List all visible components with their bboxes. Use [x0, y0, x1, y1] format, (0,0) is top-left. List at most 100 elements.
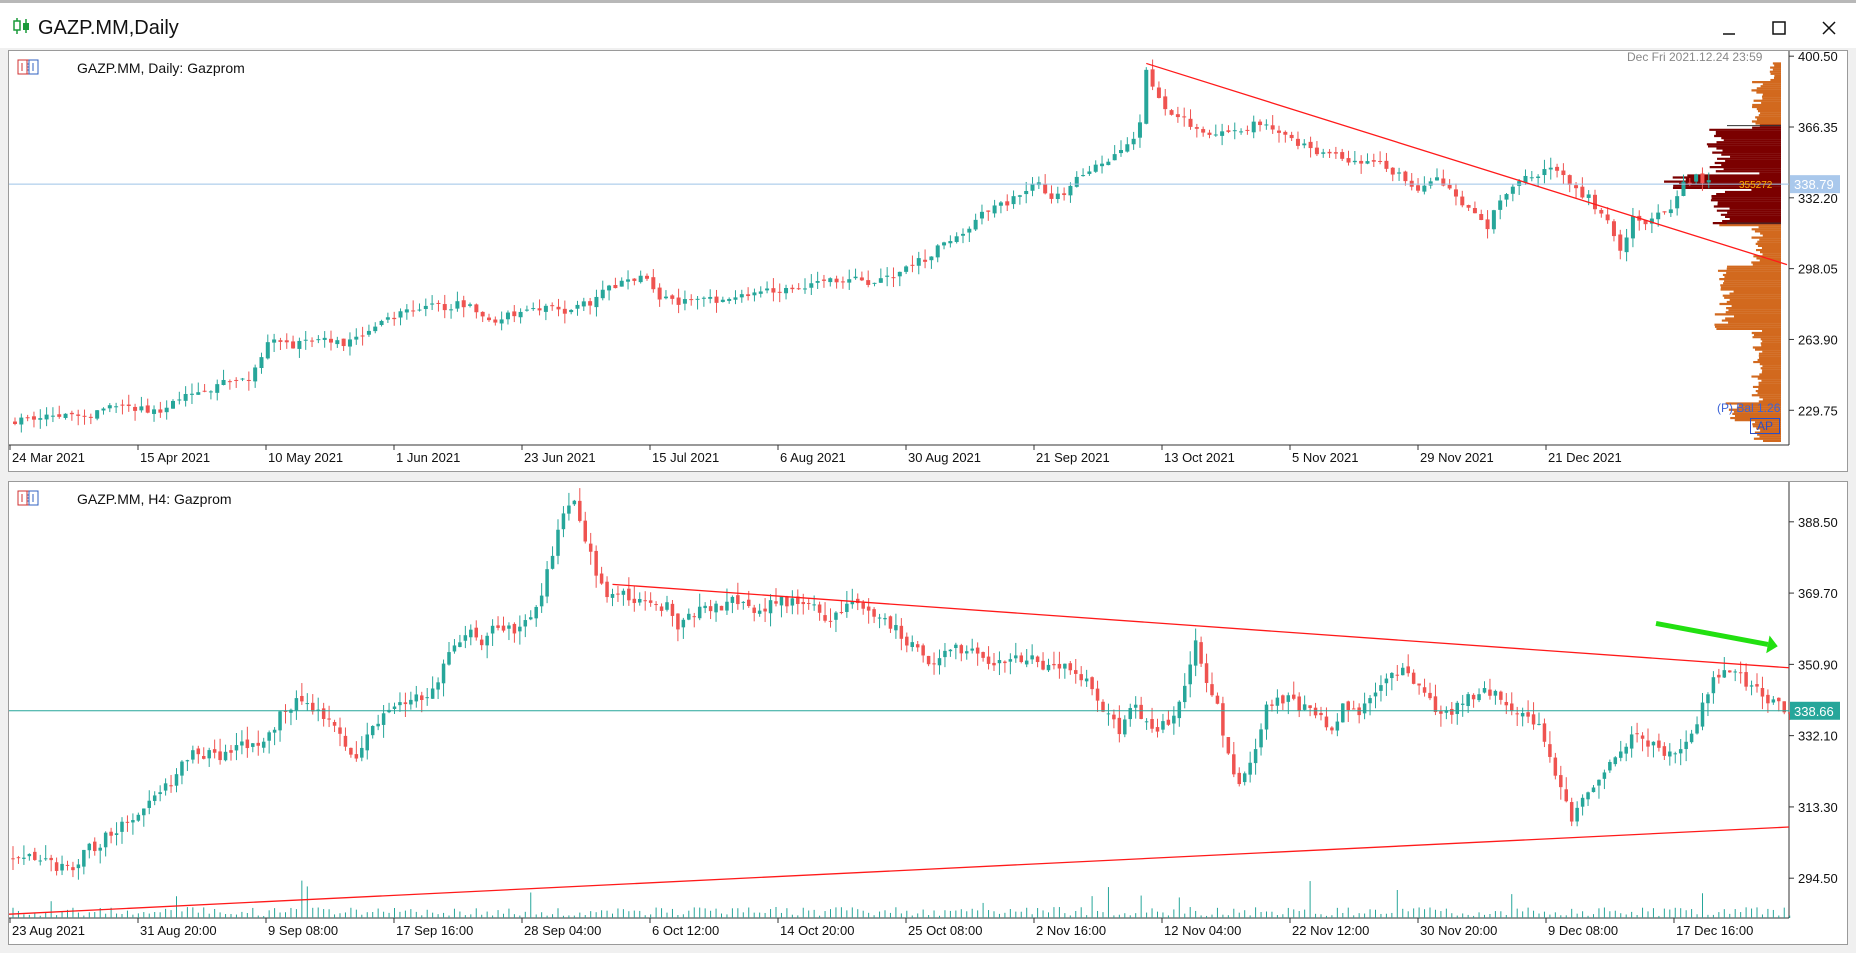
panel-separator[interactable]: [0, 472, 1856, 481]
candle: [518, 308, 523, 324]
candle: [599, 566, 604, 585]
candle: [1711, 671, 1716, 704]
candle: [1131, 131, 1136, 150]
candle: [730, 595, 735, 614]
candle: [1270, 699, 1274, 712]
candle: [888, 615, 893, 633]
candle: [1221, 696, 1225, 748]
candle: [556, 298, 561, 317]
maximize-button[interactable]: [1756, 11, 1802, 45]
candle: [485, 632, 489, 659]
candle: [1371, 153, 1376, 167]
candle: [11, 846, 15, 871]
candle: [1422, 678, 1427, 697]
candle: [88, 413, 93, 425]
candle: [458, 634, 462, 648]
candlestick-icon: [12, 17, 32, 40]
candle: [385, 312, 390, 323]
candle: [1695, 716, 1699, 735]
close-button[interactable]: [1806, 11, 1852, 45]
candle: [1460, 190, 1465, 208]
candle: [714, 289, 719, 313]
candle: [1630, 207, 1635, 248]
candle: [1123, 715, 1127, 738]
y-tick-label: 400.50: [1798, 51, 1838, 64]
candle: [212, 739, 217, 759]
candle: [1368, 695, 1372, 716]
candle: [657, 283, 662, 307]
candle: [1466, 692, 1470, 713]
candle: [101, 407, 106, 415]
candle: [398, 692, 402, 712]
candle: [809, 274, 814, 295]
candle: [284, 333, 289, 349]
candle: [1112, 709, 1116, 729]
candle: [71, 861, 75, 878]
candle: [815, 271, 820, 290]
chart-properties-icon[interactable]: [17, 490, 69, 507]
candle: [739, 289, 744, 303]
candle: [227, 379, 232, 390]
maximize-icon: [1772, 21, 1786, 35]
candle: [703, 602, 707, 614]
x-tick-label: 12 Nov 04:00: [1164, 923, 1241, 938]
candle: [136, 812, 141, 822]
candle: [329, 330, 333, 351]
h4-chart-svg[interactable]: 388.50 369.70 350.90 332.10 313.30 294.50 23 A…: [9, 482, 1849, 946]
candle: [208, 390, 213, 400]
candle: [1738, 661, 1743, 684]
candle: [877, 613, 882, 629]
candle: [370, 725, 375, 739]
h4-upper-trendline: [612, 583, 1790, 669]
candle: [246, 371, 251, 391]
candle: [741, 601, 746, 610]
daily-chart-svg[interactable]: 400.50 366.35 332.20 298.05 263.90 229.75 24 M…: [9, 51, 1849, 473]
candle: [905, 632, 909, 653]
daily-chart-panel[interactable]: 400.50 366.35 332.20 298.05 263.90 229.75 24 M…: [8, 50, 1848, 472]
candle: [468, 302, 473, 308]
candle: [1150, 707, 1154, 733]
green-arrow-head: [1766, 635, 1778, 654]
candle: [910, 635, 914, 652]
candle: [1201, 126, 1206, 137]
candle: [76, 409, 81, 426]
candle: [894, 613, 898, 639]
green-arrow-shaft: [1655, 620, 1769, 647]
candle: [986, 210, 991, 221]
candle: [1428, 682, 1432, 701]
candle: [1193, 628, 1198, 677]
candle: [1678, 738, 1683, 766]
h4-chart-panel[interactable]: 388.50 369.70 350.90 332.10 313.30 294.50 23 A…: [8, 481, 1848, 945]
candle: [147, 790, 151, 815]
candle: [44, 407, 49, 427]
candle: [171, 399, 175, 409]
candle: [1555, 163, 1560, 178]
candle: [681, 617, 686, 639]
minimize-button[interactable]: [1706, 11, 1752, 45]
candle: [1409, 173, 1414, 191]
candle: [1605, 207, 1610, 224]
candle: [82, 849, 86, 875]
minimize-icon: [1723, 33, 1735, 35]
chart-properties-icon[interactable]: [17, 59, 69, 76]
candle: [1397, 167, 1402, 181]
candle: [1439, 705, 1443, 727]
candle: [774, 588, 778, 607]
candle: [812, 595, 816, 611]
candle: [316, 335, 321, 344]
candle: [1207, 129, 1212, 139]
candle: [347, 332, 352, 356]
candle: [1411, 669, 1416, 685]
candle: [1640, 732, 1645, 752]
candle: [469, 624, 473, 646]
candle: [95, 409, 100, 421]
candle: [392, 311, 397, 326]
candle: [714, 600, 718, 622]
candle: [1352, 151, 1357, 165]
y-tick-label: 313.30: [1798, 800, 1838, 815]
candle: [133, 403, 138, 421]
ap-button[interactable]: AP: [1750, 418, 1781, 434]
candle: [719, 605, 724, 611]
candle: [1081, 168, 1086, 177]
candle: [1093, 160, 1098, 173]
